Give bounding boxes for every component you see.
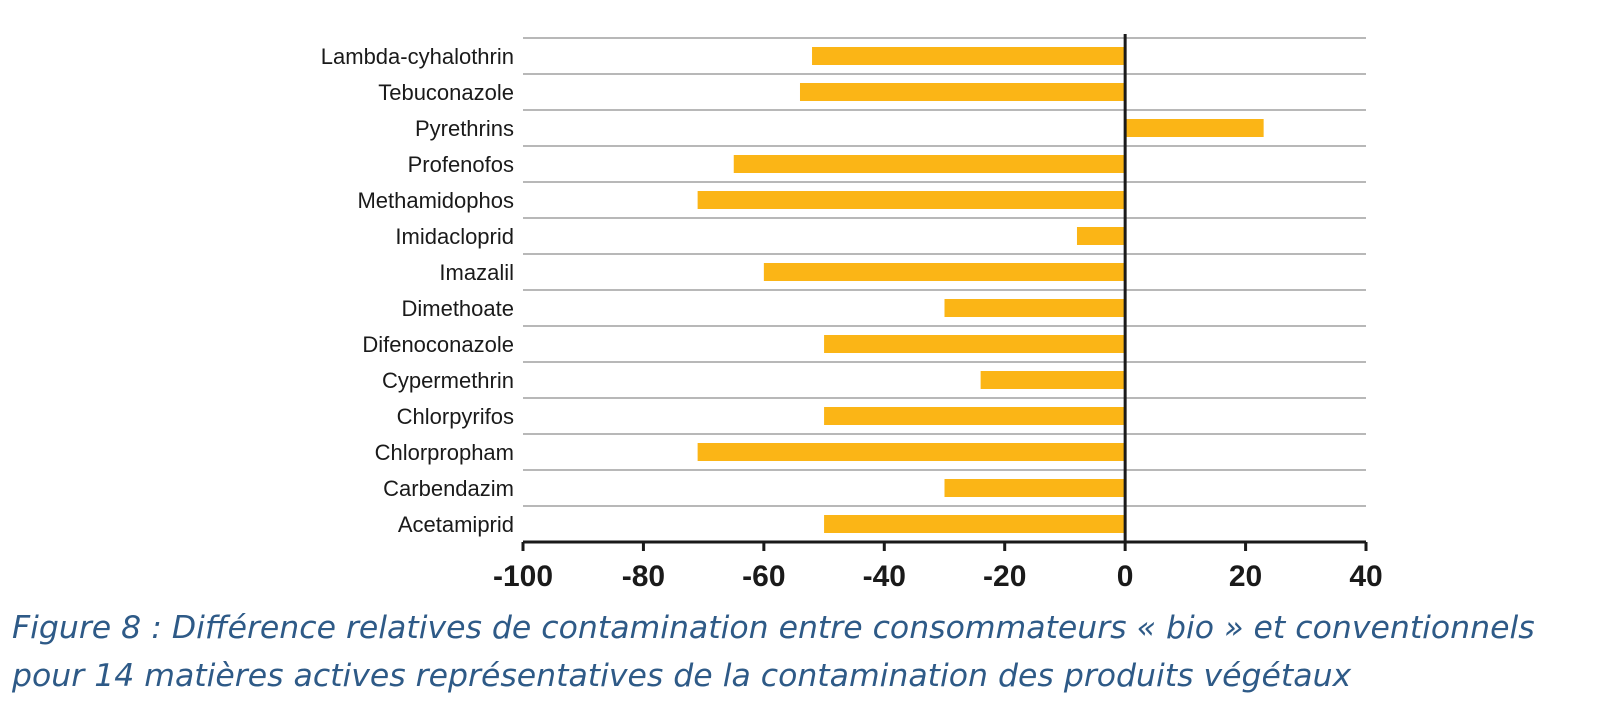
bar-cypermethrin [980, 371, 1126, 389]
category-labels: Lambda-cyhalothrin Tebuconazole Pyrethrins… [321, 44, 514, 537]
bar-profenofos [733, 155, 1126, 173]
bar-carbendazim [944, 479, 1126, 497]
x-tick-label: -40 [863, 560, 906, 593]
caption-line-2: pour 14 matières actives représentatives… [12, 658, 1352, 694]
x-axis-ticks: -100 -80 -60 -40 -20 0 20 40 [493, 542, 1383, 593]
bar-chart: Lambda-cyhalothrin Tebuconazole Pyrethrins… [321, 34, 1383, 593]
category-label: Methamidophos [357, 188, 514, 213]
x-tick-label: -100 [493, 560, 553, 593]
bar-pyrethrins [1125, 119, 1264, 137]
category-label: Lambda-cyhalothrin [321, 44, 514, 69]
category-label: Chlorpropham [375, 440, 514, 465]
x-tick-label: 0 [1117, 560, 1134, 593]
x-tick-label: -20 [983, 560, 1026, 593]
category-label: Difenoconazole [362, 332, 514, 357]
bar-imidacloprid [1076, 227, 1126, 245]
x-tick-label: 40 [1349, 560, 1382, 593]
bar-chlorpyrifos [824, 407, 1126, 425]
bar-chlorpropham [697, 443, 1126, 461]
bar-difenoconazole [824, 335, 1126, 353]
bar-lambda-cyhalothrin [812, 47, 1126, 65]
category-label: Carbendazim [383, 476, 514, 501]
bar-acetamiprid [824, 515, 1126, 533]
category-label: Imazalil [439, 260, 514, 285]
category-label: Pyrethrins [415, 116, 514, 141]
bar-tebuconazole [799, 83, 1126, 101]
caption-line-1: Figure 8 : Différence relatives de conta… [12, 610, 1535, 646]
x-tick-label: 20 [1229, 560, 1262, 593]
category-label: Imidacloprid [395, 224, 514, 249]
category-label: Dimethoate [401, 296, 514, 321]
category-label: Chlorpyrifos [397, 404, 514, 429]
category-label: Tebuconazole [378, 80, 514, 105]
bars [697, 47, 1264, 533]
bar-dimethoate [944, 299, 1126, 317]
x-tick-label: -80 [622, 560, 665, 593]
bar-methamidophos [697, 191, 1126, 209]
category-label: Cypermethrin [382, 368, 514, 393]
category-label: Profenofos [408, 152, 514, 177]
x-tick-label: -60 [742, 560, 785, 593]
axes [523, 34, 1366, 544]
figure-caption: Figure 8 : Différence relatives de conta… [12, 604, 1602, 700]
grid-lines [523, 37, 1366, 507]
category-label: Acetamiprid [398, 512, 514, 537]
bar-imazalil [763, 263, 1126, 281]
